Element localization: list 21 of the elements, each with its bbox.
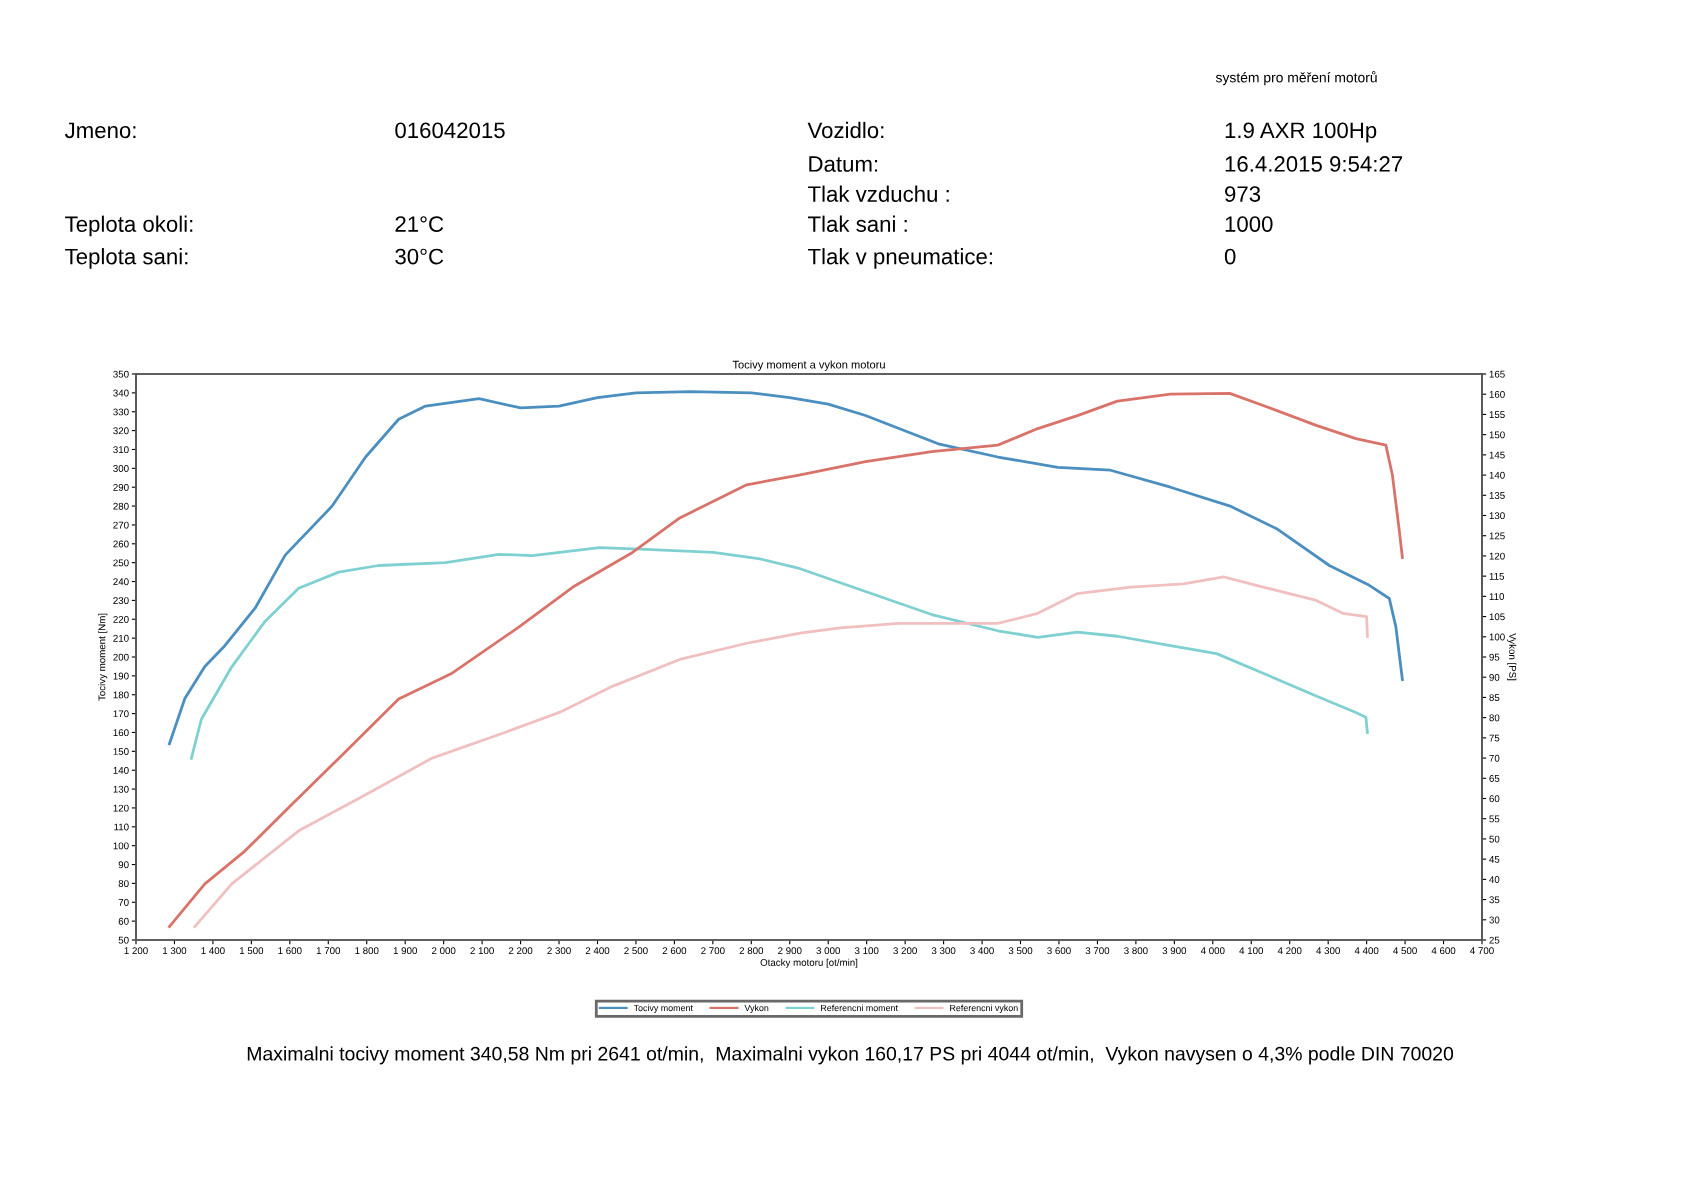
text: 16.4.2015 9:54:27: [1225, 156, 1403, 172]
line-series: [168, 392, 1404, 929]
text: 016042015: [395, 122, 505, 139]
text: 30°C: [395, 248, 444, 265]
line-series: [168, 390, 1404, 746]
line-series: [193, 575, 1369, 929]
text: Teplota sani:: [65, 248, 188, 269]
text: Teplota okoli:: [65, 215, 193, 237]
text: Vozidlo:: [807, 121, 884, 139]
line-series: [189, 546, 1369, 760]
text: Tlak v pneumatice:: [808, 248, 992, 269]
text: 21°C: [395, 216, 444, 232]
text: 0: [1224, 248, 1236, 265]
text: 973: [1225, 186, 1261, 202]
text: Tlak sani :: [808, 215, 907, 232]
text: 1000: [1225, 216, 1273, 232]
text: Maximalni tocivy moment 340,58 Nm pri 2641 ot/min, Maximalni vykon 160,17 PS pri 4044 ot/min, Vykon navysen o 4,3% podle DIN 70020: [247, 1046, 1454, 1065]
text: Jmeno:: [64, 122, 136, 139]
text: 1.9 AXR 100Hp: [1225, 122, 1377, 143]
text: Datum:: [809, 156, 878, 172]
text: Tlak vzduchu :: [808, 185, 949, 202]
